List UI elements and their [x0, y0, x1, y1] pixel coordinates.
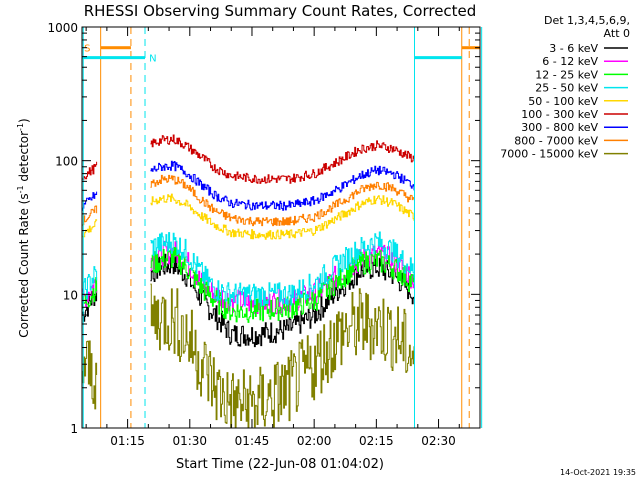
saa-bar	[100, 46, 131, 50]
night-marker-label: N	[149, 54, 156, 65]
legend-label: 6 - 12 keV	[542, 55, 598, 68]
series-line	[82, 160, 415, 211]
series-line	[82, 247, 415, 323]
footer-timestamp: 14-Oct-2021 19:35	[560, 468, 636, 477]
x-tick-label: 02:15	[359, 434, 394, 448]
x-tick-label: 01:15	[110, 434, 145, 448]
legend-header: Att 0	[604, 27, 630, 40]
legend-label: 50 - 100 keV	[528, 95, 598, 108]
series-line	[82, 174, 415, 227]
x-tick-label: 01:45	[235, 434, 270, 448]
chart-title: RHESSI Observing Summary Count Rates, Co…	[84, 2, 477, 20]
legend-label: 300 - 800 keV	[521, 121, 598, 134]
series-line	[82, 283, 415, 429]
x-tick-label: 02:30	[421, 434, 456, 448]
legend-label: 800 - 7000 keV	[514, 134, 598, 147]
legend-label: 100 - 300 keV	[521, 108, 598, 121]
y-tick-label: 1000	[47, 21, 78, 35]
y-tick-label: 10	[63, 288, 78, 302]
x-tick-label: 02:00	[297, 434, 332, 448]
night-bar	[414, 56, 462, 60]
plot-area: SN	[82, 27, 483, 429]
plot-frame	[81, 26, 481, 429]
saa-marker-label: S	[84, 44, 90, 55]
legend-label: 7000 - 15000 keV	[500, 148, 598, 161]
legend-label: 25 - 50 keV	[535, 82, 598, 95]
legend-label: 12 - 25 keV	[535, 68, 598, 81]
x-tick-label: 01:30	[172, 434, 207, 448]
y-tick-label: 1	[70, 422, 78, 436]
x-axis-label: Start Time (22-Jun-08 01:04:02)	[176, 457, 384, 472]
night-bar	[82, 56, 146, 60]
axes: 1 10 100 1000 01:15 01:30 01:45 02:00 02:15 02:30	[47, 21, 481, 448]
series-line	[82, 193, 415, 240]
series-line	[82, 231, 415, 307]
legend-label: 3 - 6 keV	[549, 42, 598, 55]
y-axis-label: Corrected Count Rate (s-1 detector-1)	[16, 118, 31, 337]
y-tick-label: 100	[55, 155, 78, 169]
legend-header: Det 1,3,4,5,6,9,	[544, 14, 630, 27]
series-line	[82, 134, 415, 184]
saa-bar	[461, 46, 480, 50]
